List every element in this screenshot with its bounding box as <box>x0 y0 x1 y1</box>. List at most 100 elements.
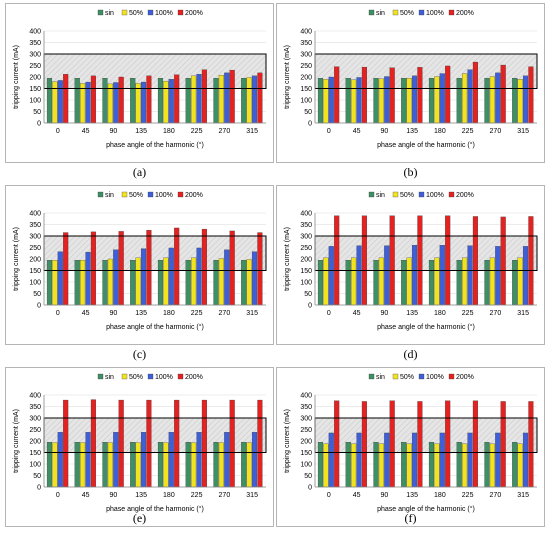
bar-200pct <box>63 399 69 488</box>
bar-200pct <box>146 75 152 124</box>
x-tick-label: 315 <box>246 492 258 499</box>
bar-100pct <box>140 432 147 488</box>
x-tick-label: 45 <box>353 310 361 317</box>
bar-sin <box>46 442 53 488</box>
bar-100pct <box>113 249 119 306</box>
bar-50pct <box>246 442 252 488</box>
x-tick-label: 90 <box>109 128 117 135</box>
bar-200pct <box>118 399 124 488</box>
caption-d: (d) <box>403 347 418 361</box>
x-tick-label: 45 <box>82 310 90 317</box>
x-tick-label: 180 <box>163 310 175 317</box>
y-tick-label: 250 <box>300 427 312 434</box>
bar-50pct <box>191 75 197 124</box>
legend-label: sin <box>376 10 385 17</box>
bar-50pct <box>406 443 412 488</box>
bar-200pct <box>257 72 263 124</box>
bar-50pct <box>80 83 86 124</box>
bar-200pct <box>417 215 423 306</box>
bar-100pct <box>356 245 362 306</box>
bar-50pct <box>107 442 113 488</box>
bar-200pct <box>174 399 180 488</box>
legend-label: 100% <box>155 192 173 199</box>
y-tick-label: 350 <box>29 404 41 411</box>
bar-200pct <box>334 215 340 306</box>
bar-200pct <box>90 75 96 124</box>
legend-swatch-100pct <box>418 9 425 16</box>
bar-sin <box>512 78 518 124</box>
bar-sin <box>74 442 80 488</box>
x-tick-label: 315 <box>246 128 258 135</box>
bar-50pct <box>489 76 495 124</box>
bar-100pct <box>251 251 258 306</box>
chart-svg: 0 50 100 150 200 250 300 350 400 0 45 90 135 180 225 27… <box>13 191 267 331</box>
y-tick-label: 200 <box>300 75 312 82</box>
y-tick-label: 250 <box>300 245 312 252</box>
x-tick-label: 135 <box>135 128 147 135</box>
legend-label: 200% <box>456 374 474 381</box>
bar-200pct <box>389 215 395 306</box>
bar-sin <box>241 78 247 124</box>
x-axis-title: phase angle of the harmonic (°) <box>377 141 475 149</box>
y-tick-label: 350 <box>29 222 41 229</box>
bar-sin <box>373 78 379 124</box>
legend-swatch-50pct <box>121 191 128 198</box>
x-tick-label: 315 <box>517 310 529 317</box>
bar-200pct <box>146 230 152 306</box>
legend-label: 200% <box>185 10 203 17</box>
y-tick-label: 250 <box>29 245 41 252</box>
bar-50pct <box>80 260 86 306</box>
bar-100pct <box>495 72 501 124</box>
legend-swatch-200pct <box>177 373 184 380</box>
bar-sin <box>401 78 407 124</box>
legend-swatch-50pct <box>121 9 128 16</box>
bar-50pct <box>323 79 329 124</box>
bar-200pct <box>500 216 506 306</box>
x-tick-label: 225 <box>462 128 474 135</box>
bar-100pct <box>522 432 529 488</box>
bar-50pct <box>517 257 523 306</box>
bar-100pct <box>251 75 258 124</box>
legend-label: 200% <box>456 192 474 199</box>
y-tick-label: 300 <box>300 234 312 241</box>
y-tick-label: 350 <box>29 40 41 47</box>
y-tick-label: 350 <box>300 222 312 229</box>
y-tick-label: 100 <box>300 98 312 105</box>
bar-100pct <box>467 69 473 124</box>
y-tick-label: 200 <box>300 439 312 446</box>
legend-label: 100% <box>155 374 173 381</box>
bar-200pct <box>500 64 506 124</box>
x-tick-label: 225 <box>191 310 203 317</box>
legend-swatch-50pct <box>121 373 128 380</box>
y-tick-label: 100 <box>29 462 41 469</box>
bar-200pct <box>417 401 423 488</box>
bar-50pct <box>80 442 86 488</box>
y-tick-label: 100 <box>29 280 41 287</box>
y-tick-label: 400 <box>29 393 41 400</box>
y-tick-label: 50 <box>304 109 312 116</box>
bar-50pct <box>323 443 329 488</box>
x-tick-label: 0 <box>56 492 60 499</box>
y-tick-label: 0 <box>37 303 41 310</box>
bar-sin <box>185 442 191 488</box>
x-tick-label: 45 <box>82 128 90 135</box>
y-tick-label: 350 <box>300 404 312 411</box>
bar-50pct <box>489 443 495 488</box>
y-tick-label: 400 <box>29 29 41 36</box>
legend-swatch-200pct <box>448 9 455 16</box>
bar-200pct <box>201 69 207 124</box>
y-tick-label: 250 <box>29 427 41 434</box>
bar-50pct <box>434 257 440 306</box>
bar-sin <box>157 78 164 124</box>
bar-50pct <box>323 257 329 306</box>
bar-sin <box>74 260 80 306</box>
bar-50pct <box>434 76 440 124</box>
y-axis-title: tripping current (mA) <box>13 227 20 291</box>
bar-100pct <box>57 251 63 306</box>
bar-200pct <box>472 400 478 488</box>
legend-swatch-100pct <box>147 373 154 380</box>
x-tick-label: 90 <box>380 492 388 499</box>
x-tick-label: 135 <box>406 492 418 499</box>
y-tick-label: 50 <box>33 473 41 480</box>
chart-svg: 0 50 100 150 200 250 300 350 400 0 45 90 135 180 225 27… <box>284 191 538 331</box>
